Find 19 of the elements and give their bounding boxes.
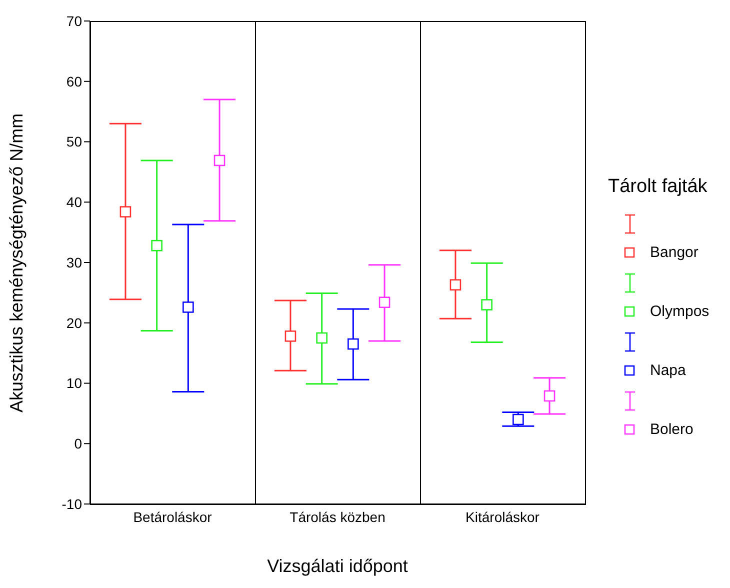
legend-label: Bolero bbox=[650, 421, 694, 438]
y-tick-label: 0 bbox=[74, 436, 82, 452]
legend-label: Olympos bbox=[650, 303, 710, 320]
y-tick-label: 40 bbox=[66, 194, 82, 210]
y-tick-label: 60 bbox=[66, 73, 82, 90]
y-tick-label: 30 bbox=[66, 254, 82, 270]
x-tick-label: Kitároláskor bbox=[466, 508, 540, 525]
y-tick-label: -10 bbox=[62, 496, 82, 512]
x-tick-label: Tárolás közben bbox=[290, 508, 386, 525]
legend-label: Napa bbox=[650, 362, 686, 379]
legend-title: Tárolt fajták bbox=[608, 176, 708, 198]
x-axis-title: Vizsgálati időpont bbox=[266, 556, 409, 577]
y-tick-label: 70 bbox=[66, 12, 82, 29]
x-tick-label: Betároláskor bbox=[133, 508, 212, 525]
y-tick-label: 20 bbox=[66, 314, 82, 331]
y-axis-title: Akusztikus keménységtényező N/mm bbox=[6, 113, 26, 412]
y-tick-label: 10 bbox=[66, 375, 82, 392]
legend-label: Bangor bbox=[650, 244, 698, 261]
y-tick-label: 50 bbox=[66, 134, 82, 150]
